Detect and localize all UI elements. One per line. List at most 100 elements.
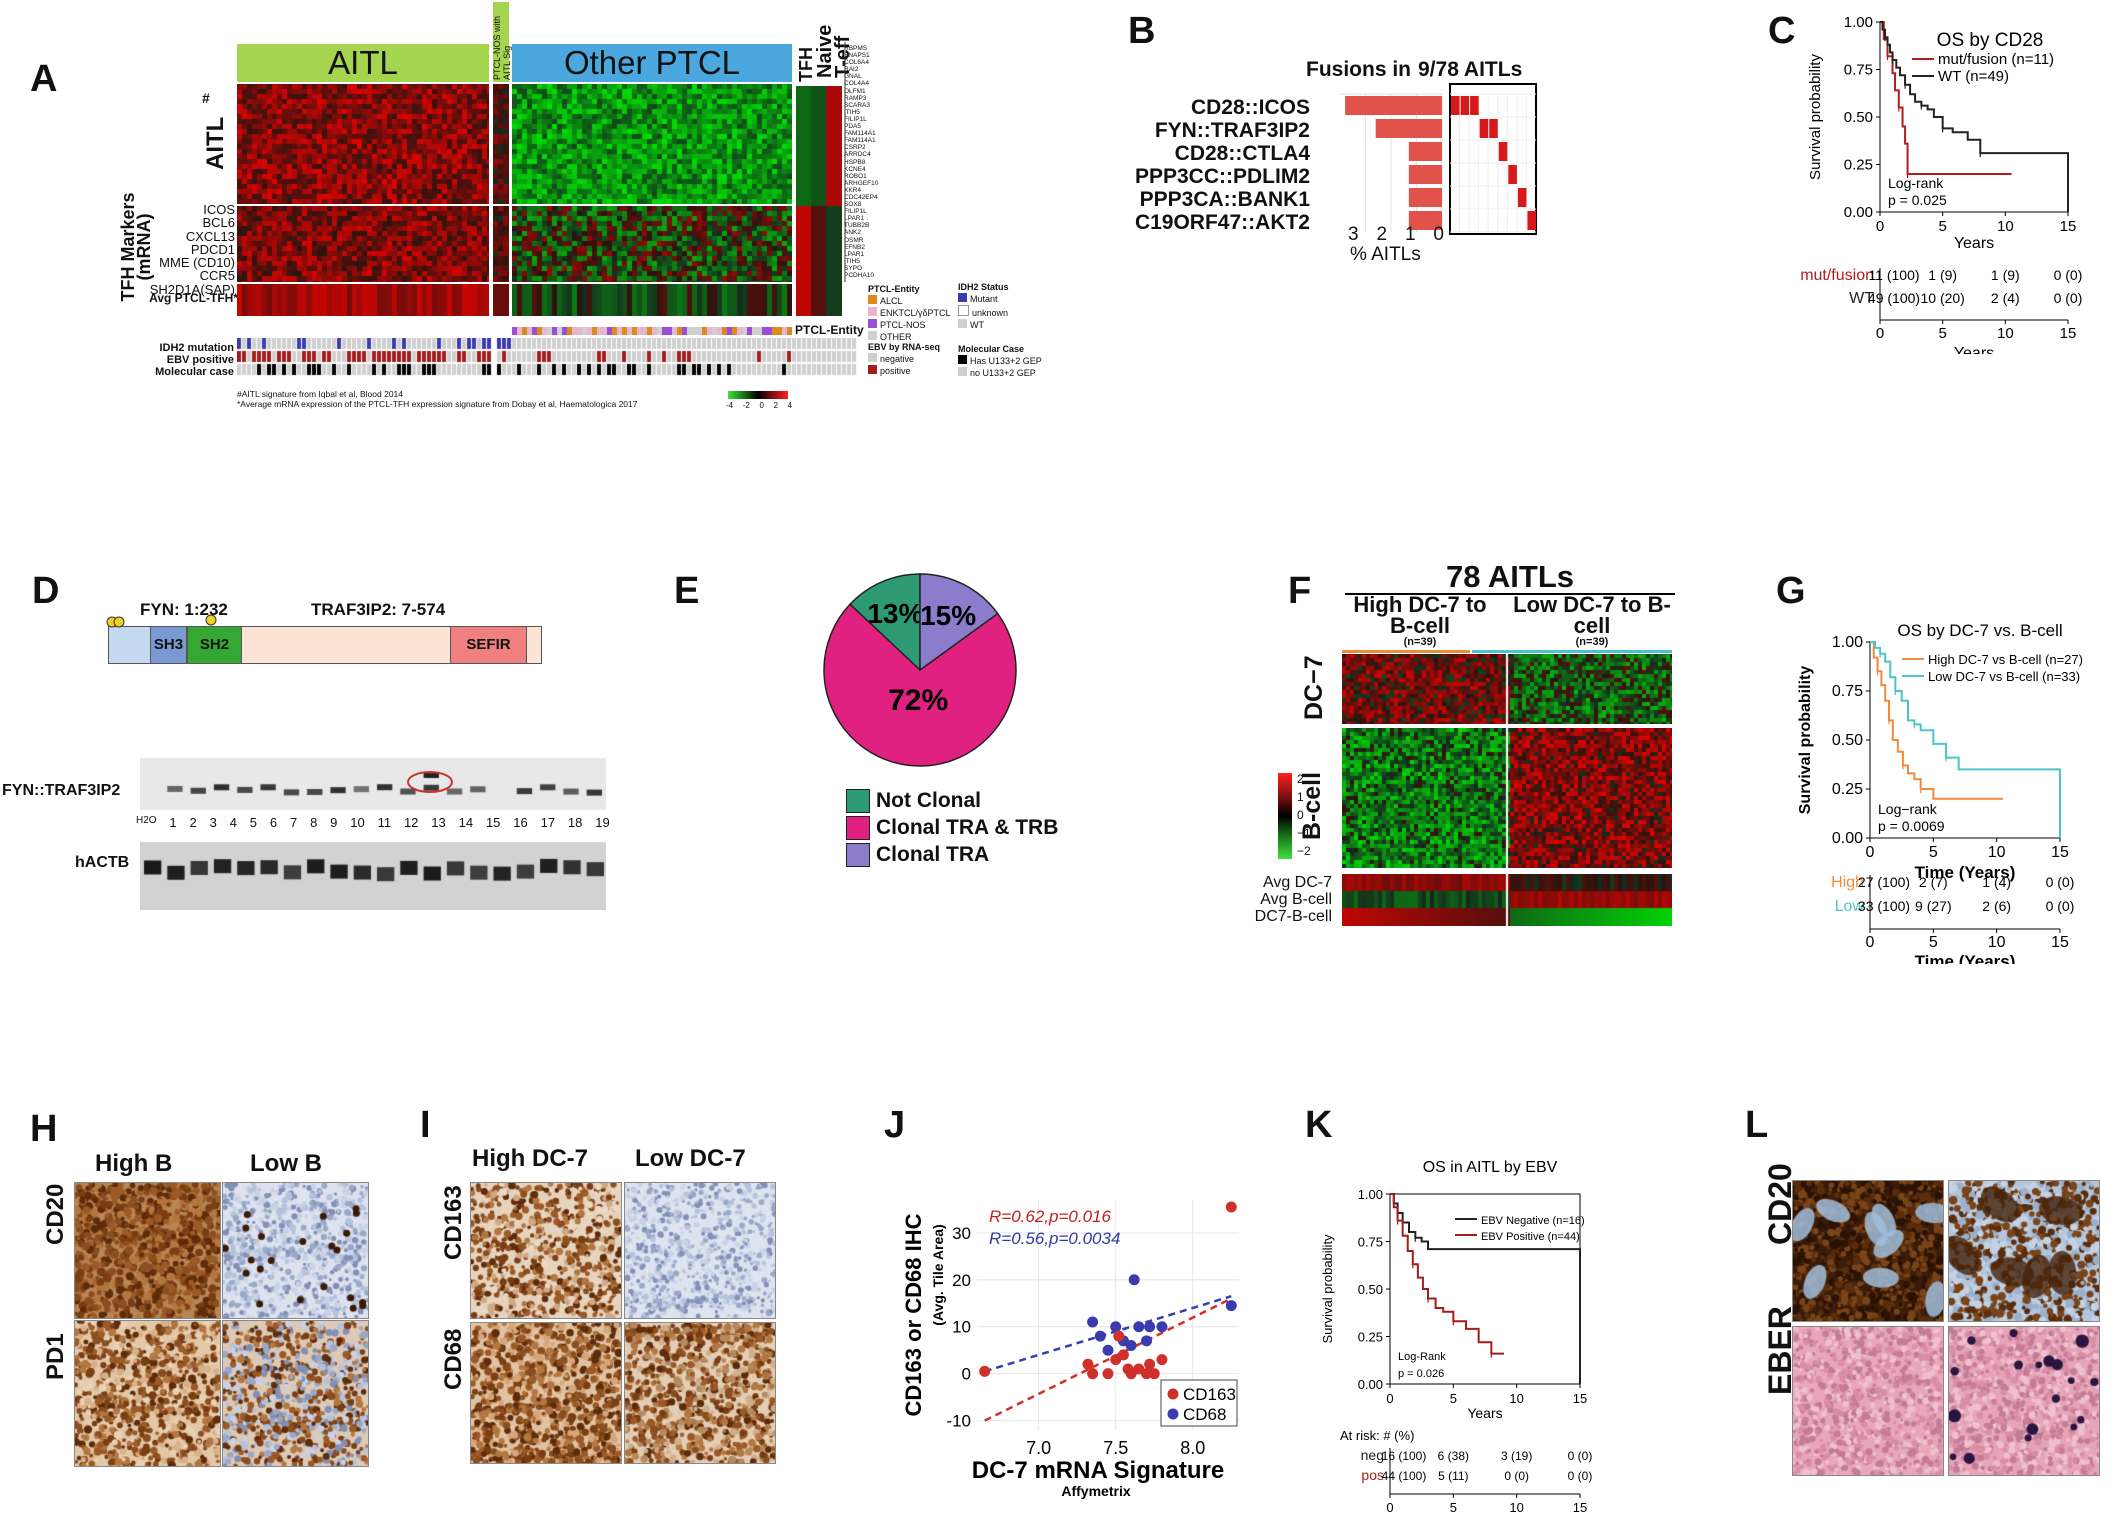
ihc-cd68-low	[624, 1322, 776, 1464]
panel-label-i: I	[420, 1104, 431, 1146]
entity-cell	[667, 327, 672, 335]
ihc-cd68-high	[470, 1322, 622, 1464]
risk-count: 27 (100)	[1858, 874, 1910, 890]
risk-count: 6 (38)	[1438, 1449, 1469, 1463]
phospho-sites	[106, 614, 217, 628]
risk-group-name: neg	[1361, 1447, 1384, 1463]
panel-label-j: J	[884, 1104, 906, 1146]
gene-label: FAM114A1	[844, 130, 876, 138]
cd163-point	[1156, 1354, 1168, 1366]
panel-label-a: A	[30, 58, 58, 100]
gene-label: ROBO1	[844, 172, 867, 180]
entity-cell	[727, 327, 732, 335]
fusion-band-circle	[407, 771, 453, 793]
fusion-bar	[1408, 142, 1442, 161]
ish-eber-left	[1792, 1326, 1944, 1476]
sh3-domain: SH3	[150, 626, 187, 664]
i-row-cd163: CD163	[440, 1185, 467, 1260]
fyn-range-label: FYN: 1:232	[140, 600, 228, 619]
gene-label: LPAR1	[844, 250, 865, 258]
cd68-point	[1133, 1321, 1145, 1333]
risk-count: 2 (4)	[1991, 290, 2020, 306]
gene-label: ARHGEF10	[844, 179, 879, 187]
gene-label: ITIH5	[844, 257, 860, 265]
gene-label: CSRP2	[844, 144, 866, 152]
gel-lane-label: 11	[377, 815, 392, 830]
gene-label: RBPMS	[844, 45, 868, 52]
cd68-point	[1128, 1274, 1140, 1286]
panel-label-h: H	[30, 1108, 58, 1150]
fusion-name: PPP3CA::BANK1	[1139, 188, 1310, 211]
fyn-n-term	[108, 626, 152, 664]
gene-label: XKR4	[844, 186, 861, 194]
risk-count: 2 (7)	[1919, 874, 1948, 890]
fusion-name: PPP3CC::PDLIM2	[1134, 165, 1310, 188]
entity-cell	[622, 327, 627, 335]
legend-ptcl-entity: PTCL-Entity ALCL ENKTCL/γδPTCL PTCL-NOS …	[868, 284, 951, 342]
ptcl-nos-heatmap-top	[493, 84, 509, 204]
gene-label: TUBB2B	[844, 222, 870, 230]
risk-count: 9 (27)	[1915, 898, 1952, 914]
f-color-scale-ticks: 2 1 0 −1 −2	[1297, 772, 1311, 858]
entity-cell	[707, 327, 712, 335]
color-scale-ticks: -4 -2 0 2 4	[726, 401, 792, 410]
ptcl-nos-avg-heatmap	[493, 284, 509, 316]
ytick-label: 0.25	[1844, 157, 1873, 174]
legend-ebv: EBV by RNA-seq negative positive	[868, 342, 941, 376]
risk-xtick: 15	[2060, 325, 2077, 342]
xtick-label: 10	[1997, 218, 2014, 235]
entity-cell	[672, 327, 677, 335]
risk-xtick: 15	[2051, 934, 2069, 951]
fusion-bar	[1408, 165, 1442, 184]
f-avg-heatmap	[1342, 874, 1672, 926]
risk-xtick: 10	[1509, 1500, 1523, 1515]
cd163-point	[1144, 1358, 1156, 1370]
gene-label: RAMP3	[844, 94, 867, 102]
legend-cd68: CD68	[1183, 1405, 1226, 1424]
entity-cell	[632, 327, 637, 335]
risk-count: 49 (100)	[1868, 290, 1920, 306]
panel-label-b: B	[1128, 10, 1156, 52]
f-high-group: High DC-7 to B-cell (n=39)	[1353, 592, 1487, 649]
ytick-label: 1.00	[1358, 1187, 1383, 1202]
gel-lane-label: 4	[229, 815, 237, 830]
x-axis-label: Years	[1954, 235, 1994, 252]
fusion-case-cell	[1498, 142, 1508, 161]
aitl-avg-heatmap	[237, 284, 489, 316]
f-low-group: Low DC-7 to B-cell (n=39)	[1513, 592, 1671, 649]
entity-cell	[777, 327, 782, 335]
risk-xtick: 0	[1386, 1500, 1393, 1515]
cd163-point	[1122, 1363, 1134, 1375]
f-title-rule	[1345, 593, 1675, 595]
risk-count: 33 (100)	[1858, 898, 1910, 914]
ytick-label: -10	[946, 1412, 971, 1431]
fusion-bar-and-grid	[1340, 83, 1537, 235]
cd68-fit	[984, 1295, 1232, 1373]
km-plot-dc7: OS by DC-7 vs. B-cell 1.00 0.75 0.50 0.25 0.0…	[1797, 621, 2083, 964]
other-markers-heatmap	[512, 206, 792, 282]
risk-xtick: 5	[1938, 325, 1946, 342]
entity-cell	[552, 327, 557, 335]
gene-label: EFNB2	[844, 243, 865, 251]
km-legend-entry: High DC-7 vs B-cell (n=27)	[1928, 652, 2083, 667]
ytick-label: 0	[962, 1365, 971, 1384]
i-col-low: Low DC-7	[635, 1145, 746, 1172]
marker-bcl6: BCL6	[202, 215, 235, 231]
legend-idh2: IDH2 Status Mutant unknown WT	[958, 282, 1009, 330]
entity-cell	[627, 327, 632, 335]
gel-lane-label: 2	[189, 815, 197, 830]
aitl-markers-heatmap	[237, 206, 489, 282]
x-axis-label: DC-7 mRNA Signature	[972, 1457, 1224, 1484]
cd68-point	[1125, 1340, 1137, 1352]
km-title: OS by DC-7 vs. B-cell	[1897, 621, 2062, 640]
bottom-row-labels: IDH2 mutation EBV positive Molecular cas…	[100, 342, 234, 378]
panel-label-e: E	[674, 570, 700, 612]
gene-label: ITIH5	[844, 108, 860, 116]
sefir-domain: SEFIR	[450, 626, 527, 664]
entity-cell	[652, 327, 657, 335]
entity-cell	[617, 327, 622, 335]
color-scale-bar	[728, 391, 788, 399]
entity-cell	[562, 327, 567, 335]
logrank-label: Log−rank	[1878, 801, 1938, 817]
